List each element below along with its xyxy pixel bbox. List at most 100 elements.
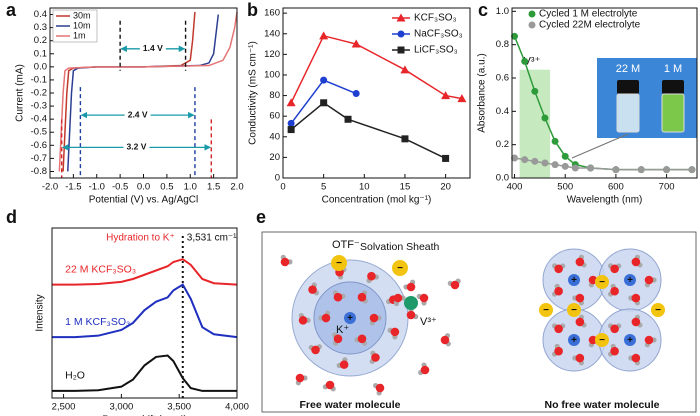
y-tick-label: -0.7 <box>31 153 47 164</box>
legend-label: NaCF₃SO₃ <box>414 29 463 40</box>
ion <box>331 255 347 271</box>
ion <box>539 303 553 317</box>
marker <box>663 166 671 174</box>
marker <box>571 164 579 172</box>
x-tick-label: 4,000 <box>225 402 249 413</box>
ion-sign: − <box>599 277 605 288</box>
oxygen <box>393 293 403 303</box>
marker <box>400 65 410 74</box>
x-tick-label: -0.5 <box>112 182 128 193</box>
x-tick-label: 2.0 <box>230 182 243 193</box>
panel-label: e <box>256 207 266 227</box>
y-tick-label: 20 <box>269 152 280 163</box>
oxygen <box>295 373 305 383</box>
oxygen <box>610 324 619 334</box>
y-tick-label: 120 <box>264 49 280 60</box>
oxygen <box>375 383 385 393</box>
ion <box>624 334 636 346</box>
marker <box>521 57 529 65</box>
y-tick-label: 0.2 <box>496 139 509 150</box>
ion-sign: − <box>336 258 342 269</box>
y-tick-label: 0.4 <box>496 106 509 117</box>
legend-label: 1m <box>73 30 86 40</box>
marker <box>637 166 645 174</box>
y-axis-title: Absorbance (a.u.) <box>477 53 488 133</box>
x-axis-title: Concentration (mol kg⁻¹) <box>322 195 432 206</box>
ion <box>568 274 580 286</box>
band-label: V³⁺ <box>524 56 541 68</box>
legend-marker <box>528 10 536 18</box>
series-label: 1 M KCF₃SO₃ <box>65 316 130 328</box>
x-axis-title: Potential (V) vs. Ag/AgCl <box>89 195 199 206</box>
oxygen <box>450 280 460 290</box>
legend-label: 10m <box>73 20 91 30</box>
series-line <box>52 258 238 286</box>
annotation: Hydration to K⁺ <box>106 233 175 244</box>
x-tick-label: 2,500 <box>52 402 76 413</box>
ion-sign: + <box>627 275 633 286</box>
y-tick-label: 100 <box>264 69 280 80</box>
y-tick-label: -0.4 <box>31 114 47 125</box>
panel-label: a <box>6 0 17 20</box>
ion-sign: − <box>599 335 605 346</box>
window-label-bg <box>123 141 150 154</box>
oxygen <box>631 257 641 267</box>
oxygen <box>554 264 563 274</box>
y-tick-label: -0.3 <box>31 101 47 112</box>
diagram: + − − + + + + − − − − − <box>261 231 697 413</box>
marker <box>551 161 559 169</box>
marker <box>320 76 328 84</box>
x-tick-label: -1.5 <box>65 182 81 193</box>
window-label: 1.4 V <box>143 43 163 53</box>
ion <box>624 274 636 286</box>
legend-marker <box>396 13 406 22</box>
legend-label: Cycled 1 M electrolyte <box>539 9 638 20</box>
marker <box>320 99 328 107</box>
vial <box>661 93 685 133</box>
y-tick-label: 0.2 <box>34 35 47 46</box>
x-tick-label: 0.5 <box>160 182 173 193</box>
y-tick-label: -0.6 <box>31 140 47 151</box>
window-label: 3.2 V <box>127 142 147 152</box>
ion-sign: + <box>571 275 577 286</box>
vial-cap <box>662 80 684 94</box>
oxygen <box>357 334 367 344</box>
ion-sign: − <box>397 263 403 274</box>
x-tick-label: -2.0 <box>42 182 58 193</box>
marker <box>541 159 549 167</box>
x-tick-label: 3,000 <box>109 402 133 413</box>
y-tick-label: 0.3 <box>34 22 47 33</box>
legend-marker <box>528 21 536 29</box>
oxygen <box>311 345 320 355</box>
series-line <box>290 101 446 160</box>
marker <box>551 137 559 145</box>
marker <box>351 39 361 48</box>
oxygen <box>554 324 563 334</box>
x-axis-title: Raman shift (cm⁻¹) <box>102 415 187 416</box>
ion-sign: − <box>543 305 549 316</box>
ion <box>344 312 356 324</box>
x-tick-label: 500 <box>557 182 573 193</box>
marker <box>521 156 529 164</box>
oxygen <box>406 282 416 292</box>
x-tick-label: 0.0 <box>137 182 150 193</box>
marker <box>688 166 696 174</box>
marker <box>612 166 620 174</box>
oxygen <box>280 257 290 267</box>
oxygen <box>575 317 585 327</box>
inset-label: 22 M <box>616 63 640 75</box>
marker <box>352 90 360 98</box>
vial <box>616 93 640 133</box>
caption: Free water molecule <box>300 399 401 411</box>
marker <box>441 91 451 100</box>
oxygen <box>440 335 450 345</box>
oxygen <box>390 327 400 337</box>
oxygen <box>631 353 641 363</box>
marker <box>287 119 295 127</box>
y-axis-title: Current (mA) <box>15 64 26 122</box>
oxygen <box>325 380 335 390</box>
y-tick-label: 0.1 <box>34 48 47 59</box>
ion-sign: − <box>571 305 577 316</box>
y-tick-label: -0.5 <box>31 127 47 138</box>
